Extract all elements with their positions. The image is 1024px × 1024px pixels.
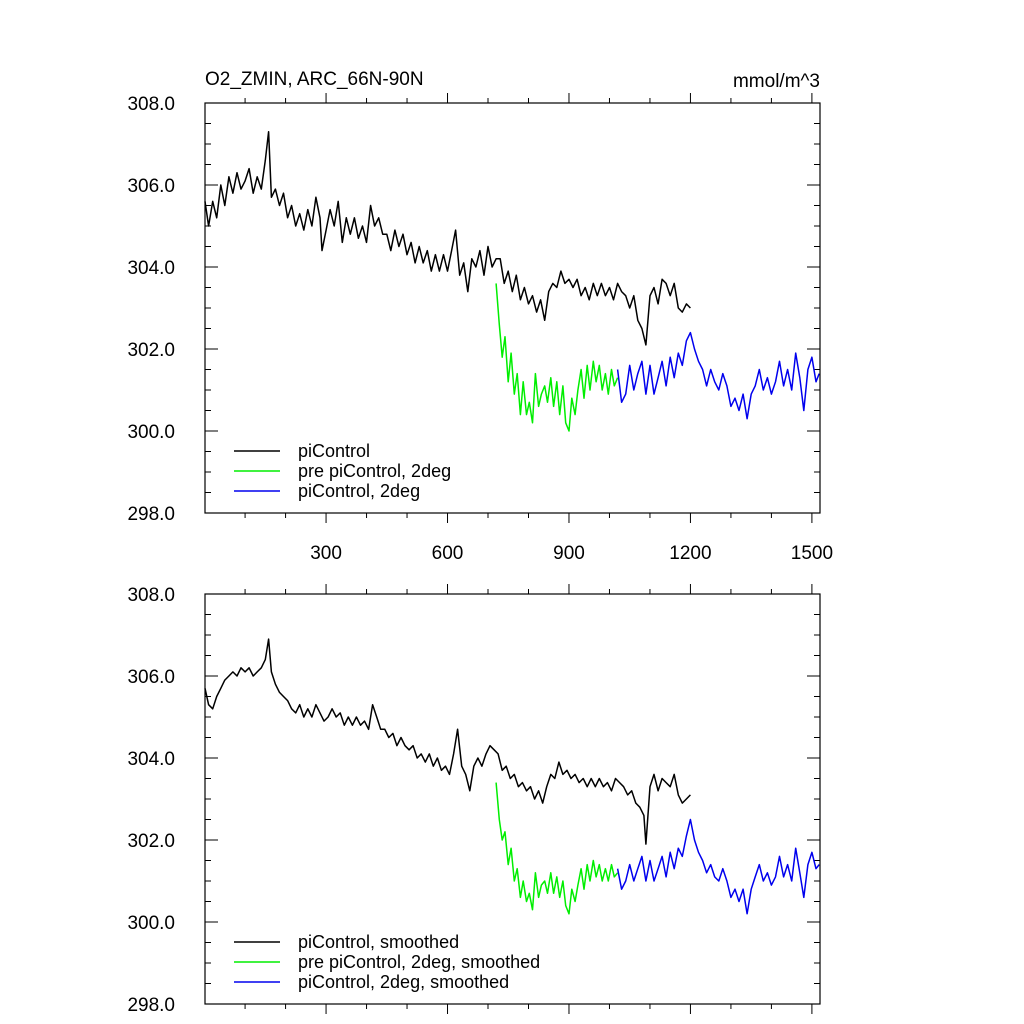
top-x-tick-label: 1200 xyxy=(669,543,711,564)
top-panel-units-label: mmol/m^3 xyxy=(733,71,820,92)
top-panel: O2_ZMIN, ARC_66N-90N mmol/m^3 298.0 300.0… xyxy=(127,69,833,564)
top-y-tick-label: 304.0 xyxy=(127,258,175,279)
bottom-panel-series xyxy=(204,638,820,915)
top-x-tick-label: 600 xyxy=(432,543,464,564)
bottom-series-picontrol-smoothed-line xyxy=(204,638,691,845)
bottom-y-tick-label: 300.0 xyxy=(127,913,175,934)
top-y-tick-label: 308.0 xyxy=(127,94,175,115)
top-y-tick-label: 298.0 xyxy=(127,504,175,525)
bottom-y-tick-label: 302.0 xyxy=(127,831,175,852)
top-panel-series xyxy=(204,130,820,432)
legend-label-picontrol-2deg-smoothed: piControl, 2deg, smoothed xyxy=(298,972,509,992)
bottom-series-pre-picontrol-2deg-smoothed-line xyxy=(495,782,619,915)
top-y-tick-label: 302.0 xyxy=(127,340,175,361)
legend-label-pre-picontrol-2deg-smoothed: pre piControl, 2deg, smoothed xyxy=(298,952,540,972)
bottom-panel-ticks: 298.0 300.0 302.0 304.0 306.0 308.0 xyxy=(127,584,820,1016)
legend-label-pre-picontrol-2deg: pre piControl, 2deg xyxy=(298,461,451,481)
bottom-y-tick-label: 308.0 xyxy=(127,585,175,606)
bottom-y-tick-label: 306.0 xyxy=(127,667,175,688)
top-panel-title-left: O2_ZMIN, ARC_66N-90N xyxy=(205,69,424,90)
top-x-tick-label: 1500 xyxy=(791,543,833,564)
bottom-panel-frame xyxy=(204,593,821,1005)
bottom-panel-legend: piControl, smoothed pre piControl, 2deg,… xyxy=(234,932,540,992)
top-series-picontrol-line xyxy=(204,130,691,346)
legend-label-picontrol-smoothed: piControl, smoothed xyxy=(298,932,459,952)
top-series-picontrol-2deg-line xyxy=(616,331,820,420)
top-series-pre-picontrol-2deg-line xyxy=(495,283,619,432)
bottom-y-tick-label: 298.0 xyxy=(127,995,175,1016)
bottom-series-picontrol-2deg-smoothed-line xyxy=(616,818,820,915)
top-x-tick-label: 900 xyxy=(553,543,585,564)
top-panel-legend: piControl pre piControl, 2deg piControl,… xyxy=(234,441,451,501)
top-panel-frame xyxy=(204,102,821,514)
top-y-tick-label: 300.0 xyxy=(127,422,175,443)
top-y-tick-label: 306.0 xyxy=(127,176,175,197)
legend-label-picontrol-2deg: piControl, 2deg xyxy=(298,481,420,501)
top-x-tick-label: 300 xyxy=(310,543,342,564)
top-panel-ticks: 298.0 300.0 302.0 304.0 306.0 308.0 300 600 900 1… xyxy=(127,93,833,564)
bottom-y-tick-label: 304.0 xyxy=(127,749,175,770)
bottom-panel: 298.0 300.0 302.0 304.0 306.0 308.0 piControl… xyxy=(127,584,821,1016)
legend-label-picontrol: piControl xyxy=(298,441,370,461)
